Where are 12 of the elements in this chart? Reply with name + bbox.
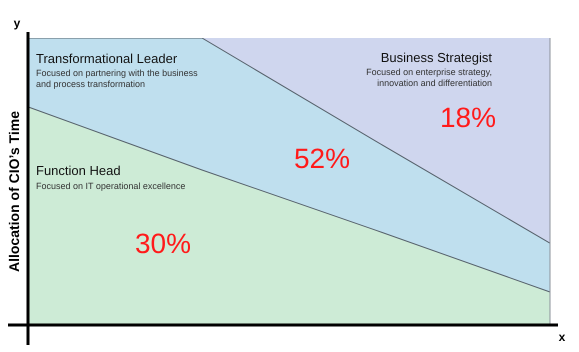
annotation: Focused on IT operational excellence	[36, 181, 186, 191]
x-axis-title: x	[558, 330, 566, 344]
annotation: 52%	[294, 143, 350, 174]
annotation: Focused on partnering with the business and process transformation	[36, 68, 198, 89]
series-label: Business Strategist	[380, 50, 492, 65]
series-label: Function Head	[36, 163, 121, 178]
series-label: Transformational Leader	[36, 51, 178, 66]
text: y	[14, 16, 21, 30]
annotation: Focused on enterprise strategy, innovation and differentiation	[366, 67, 492, 88]
y-axis-title: Allocation of CIO’s Time	[6, 110, 22, 272]
annotation: 18%	[440, 102, 496, 133]
annotation: 30%	[134, 228, 192, 259]
